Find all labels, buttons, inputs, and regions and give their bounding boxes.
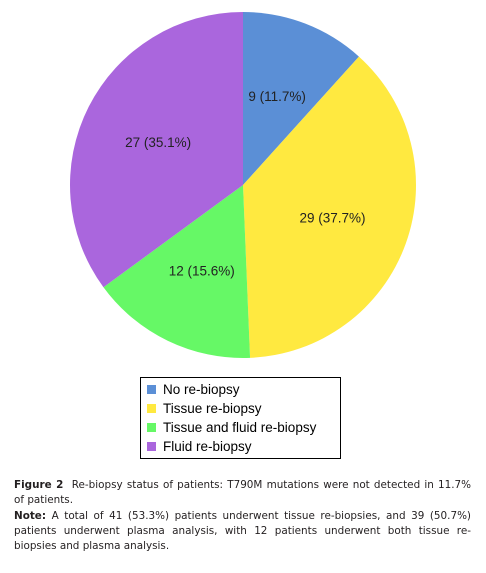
note-line: Note: A total of 41 (53.3%) patients und… [14,509,471,554]
legend-item: Tissue re-biopsy [141,399,340,418]
pie-chart: 9 (11.7%) 29 (37.7%) 12 (15.6%) 27 (35.1%) [69,12,416,358]
pie-slice-2 [103,185,251,358]
slice-data-label: 9 (11.7%) [248,89,306,104]
legend-swatch [147,442,156,451]
note-text: A total of 41 (53.3%) patients underwent… [14,510,471,552]
legend-item: Fluid re-biopsy [141,437,340,456]
pie-slice-1 [243,56,416,358]
legend-item: Tissue and fluid re-biopsy [141,418,340,437]
legend-label: Tissue and fluid re-biopsy [163,420,317,435]
pie-chart-svg: 9 (11.7%) 29 (37.7%) 12 (15.6%) 27 (35.1%) [69,12,416,358]
slice-data-label: 27 (35.1%) [125,135,191,150]
chart-legend: No re-biopsy Tissue re-biopsy Tissue and f… [140,377,341,459]
legend-swatch [147,385,156,394]
pie-slice-3 [69,12,243,288]
legend-label: Tissue re-biopsy [163,401,262,416]
legend-item: No re-biopsy [141,380,340,399]
figure-caption-line: Figure 2 Re-biopsy status of patients: T… [14,478,471,508]
legend-swatch [147,423,156,432]
figure-text: Re-biopsy status of patients: T790M muta… [14,479,472,506]
legend-label: No re-biopsy [163,382,240,397]
note-label: Note: [14,510,47,522]
legend-swatch [147,404,156,413]
figure-label: Figure 2 [14,479,64,491]
legend-label: Fluid re-biopsy [163,439,252,454]
slice-data-label: 12 (15.6%) [169,264,235,279]
slice-data-label: 29 (37.7%) [299,210,365,225]
figure-caption: Figure 2 Re-biopsy status of patients: T… [14,478,471,555]
pie-slice-0 [243,12,359,185]
